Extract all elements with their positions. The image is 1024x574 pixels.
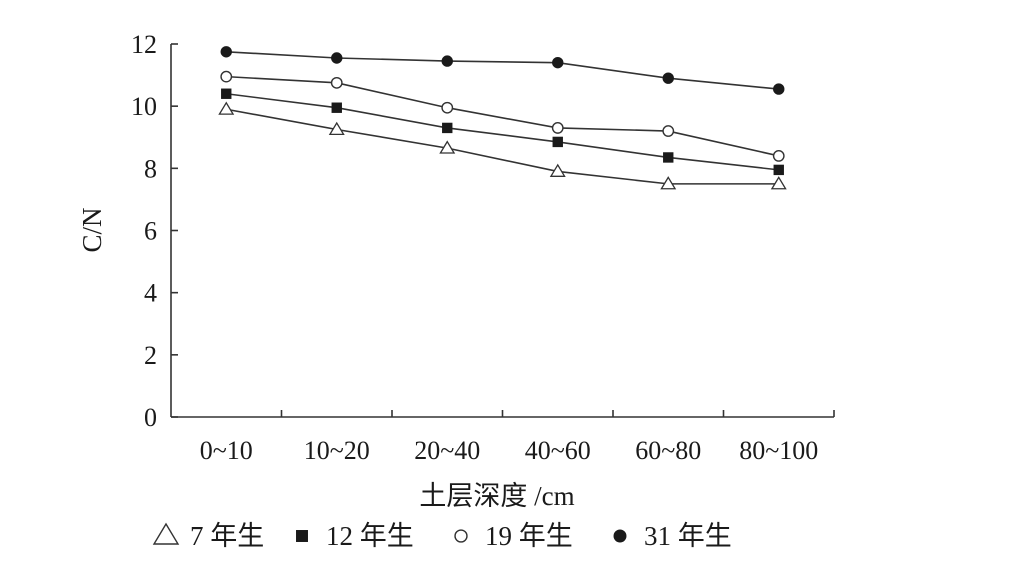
data-point	[552, 56, 564, 69]
series-1	[218, 101, 787, 190]
legend-marker	[296, 530, 308, 542]
series-4	[220, 46, 785, 95]
data-point	[330, 76, 343, 89]
series-line	[226, 50, 779, 90]
data-point	[331, 102, 342, 113]
x-tick-label: 10~20	[304, 436, 370, 465]
data-point	[331, 52, 343, 64]
series-2	[221, 88, 784, 176]
series-line	[226, 75, 779, 157]
y-tick-label: 4	[144, 279, 157, 308]
y-tick-label: 0	[144, 403, 157, 432]
data-point	[549, 163, 566, 177]
y-tick-label: 8	[144, 154, 157, 183]
data-point	[770, 176, 787, 190]
data-point	[328, 121, 345, 136]
x-axis-title: 土层深度 /cm	[419, 481, 574, 511]
legend-item: 31 年生	[613, 521, 732, 551]
x-axis-ticks: 0~10 10~20 20~40 40~60 60~80 80~100	[200, 410, 835, 465]
data-point	[662, 125, 675, 137]
series-layer	[218, 46, 787, 190]
legend-marker	[454, 529, 468, 543]
y-tick-label: 10	[131, 92, 157, 121]
data-point	[660, 176, 677, 190]
legend-label: 19 年生	[485, 521, 573, 551]
data-point	[551, 122, 564, 134]
data-point	[442, 122, 453, 134]
legend-item: 19 年生	[454, 521, 573, 551]
data-point	[552, 136, 563, 148]
data-point	[772, 149, 785, 162]
series-line	[226, 92, 779, 171]
y-axis-ticks: 0 2 4 6 8 10 12	[131, 30, 178, 432]
legend: 7 年生 12 年生 19 年生 31 年生	[152, 521, 732, 551]
x-tick-label: 40~60	[525, 436, 591, 465]
legend-item: 12 年生	[296, 521, 414, 551]
x-tick-label: 0~10	[200, 436, 253, 465]
data-point	[441, 55, 453, 67]
legend-label: 7 年生	[190, 521, 264, 551]
legend-item: 7 年生	[152, 521, 264, 551]
data-point	[773, 83, 785, 95]
data-point	[441, 101, 454, 114]
legend-marker	[613, 529, 627, 543]
data-point	[220, 46, 232, 58]
series-line	[226, 108, 779, 185]
series-3	[220, 70, 785, 162]
x-tick-label: 80~100	[739, 436, 818, 465]
legend-marker	[152, 522, 180, 545]
data-point	[218, 101, 235, 115]
x-tick-label: 60~80	[635, 436, 701, 465]
y-tick-label: 2	[144, 341, 157, 370]
data-point	[662, 72, 674, 84]
y-tick-label: 6	[144, 217, 157, 246]
y-tick-label: 12	[131, 30, 157, 59]
y-axis-title: C/N	[77, 207, 107, 252]
data-point	[773, 164, 784, 176]
legend-label: 31 年生	[644, 521, 732, 551]
data-point	[221, 88, 232, 99]
data-point	[439, 140, 456, 154]
legend-label: 12 年生	[326, 521, 414, 551]
x-tick-label: 20~40	[414, 436, 480, 465]
data-point	[663, 152, 674, 163]
data-point	[220, 70, 233, 83]
